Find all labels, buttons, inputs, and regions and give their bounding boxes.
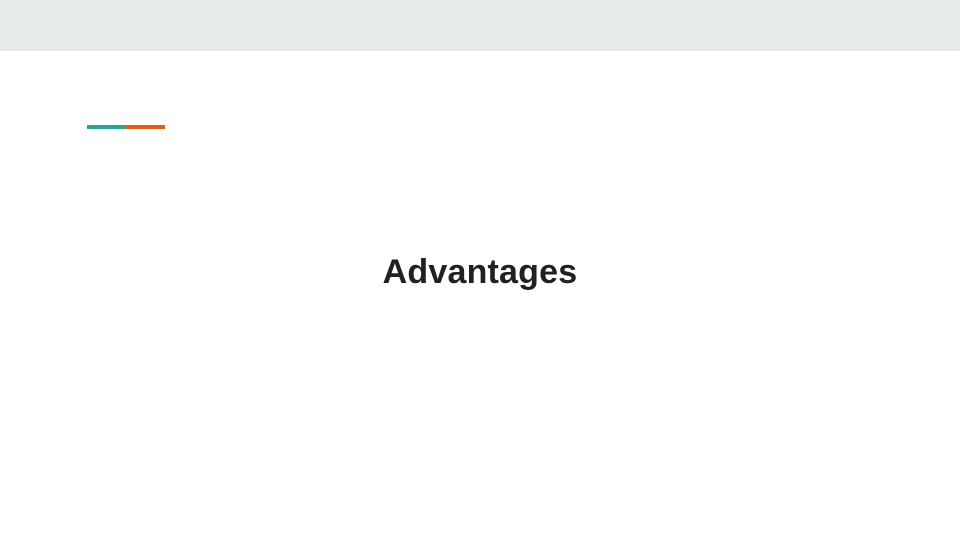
slide-title: Advantages — [382, 253, 578, 291]
top-band — [0, 0, 960, 51]
accent-line — [87, 125, 165, 129]
accent-line-orange — [126, 125, 165, 129]
accent-line-teal — [87, 125, 126, 129]
